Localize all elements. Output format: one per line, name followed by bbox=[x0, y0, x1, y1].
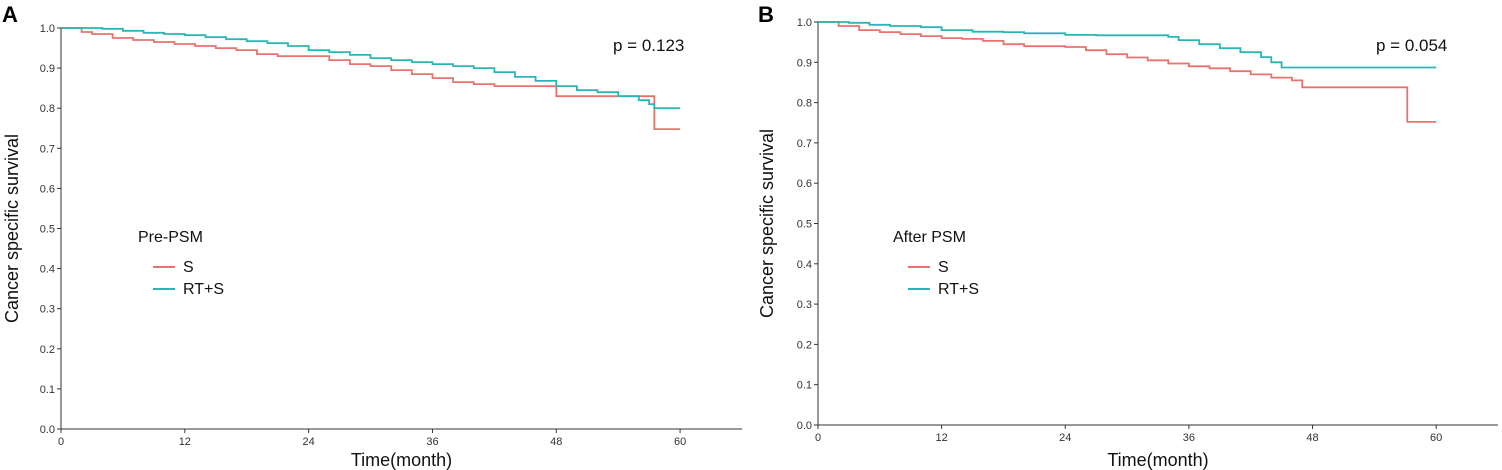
y-tick-label: 1.0 bbox=[797, 17, 812, 29]
y-tick-label: 0.1 bbox=[40, 384, 55, 396]
y-tick-label: 0.1 bbox=[797, 380, 812, 392]
y-tick-label: 0.9 bbox=[797, 57, 812, 69]
x-tick-label: 36 bbox=[426, 436, 438, 448]
y-axis-label: Cancer specific survival bbox=[2, 134, 22, 323]
x-tick-label: 48 bbox=[1306, 432, 1318, 444]
x-tick-label: 60 bbox=[1430, 432, 1442, 444]
y-tick-label: 0.2 bbox=[40, 344, 55, 356]
y-tick-label: 0.5 bbox=[797, 219, 812, 231]
chart-panel-a: A 0.0 0.1 0.2 0.3 0.4 0.5 0.6 0.7 0.8 0.9 1.0 0 12 24 3… bbox=[2, 2, 742, 470]
y-tick-label: 0.4 bbox=[797, 259, 812, 271]
survival-curve-rt-s bbox=[818, 21, 1437, 69]
survival-curve-rt-s bbox=[61, 27, 681, 110]
panel-label: A bbox=[2, 2, 18, 27]
y-tick-label: 0.8 bbox=[797, 98, 812, 110]
y-tick-label: 0.8 bbox=[40, 103, 55, 115]
legend-title: Pre-PSM bbox=[138, 229, 203, 246]
x-tick-label: 12 bbox=[179, 436, 191, 448]
panel-label: B bbox=[758, 2, 774, 27]
legend-entry-label: S bbox=[183, 259, 194, 276]
y-tick-label: 0.2 bbox=[797, 339, 812, 351]
survival-curve-s bbox=[61, 27, 681, 130]
y-tick-label: 0.5 bbox=[40, 224, 55, 236]
x-axis-label: Time(month) bbox=[351, 450, 452, 470]
y-tick-label: 0.7 bbox=[40, 143, 55, 155]
legend-title: After PSM bbox=[893, 229, 966, 246]
y-tick-label: 0.4 bbox=[40, 264, 55, 276]
x-axis-label: Time(month) bbox=[1107, 450, 1208, 470]
x-tick-label: 48 bbox=[550, 436, 562, 448]
x-tick-label: 36 bbox=[1183, 432, 1195, 444]
y-tick-label: 0.0 bbox=[797, 420, 812, 432]
y-tick-label: 0.3 bbox=[40, 304, 55, 316]
legend-entry-label: RT+S bbox=[938, 281, 979, 298]
p-value-annotation: p = 0.054 bbox=[1376, 36, 1447, 55]
x-tick-label: 0 bbox=[815, 432, 821, 444]
p-value-annotation: p = 0.123 bbox=[613, 36, 684, 55]
legend-entry-label: S bbox=[938, 259, 949, 276]
x-tick-label: 60 bbox=[674, 436, 686, 448]
legend: Pre-PSM S RT+S bbox=[138, 229, 224, 298]
y-tick-label: 1.0 bbox=[40, 23, 55, 35]
y-axis-label: Cancer specific survival bbox=[757, 129, 777, 318]
y-tick-label: 0.0 bbox=[40, 424, 55, 436]
x-tick-label: 0 bbox=[58, 436, 64, 448]
x-tick-label: 24 bbox=[1059, 432, 1071, 444]
legend-entry-label: RT+S bbox=[183, 281, 224, 298]
x-tick-label: 24 bbox=[303, 436, 315, 448]
y-tick-label: 0.3 bbox=[797, 299, 812, 311]
chart-panel-b: B 0.0 0.1 0.2 0.3 0.4 0.5 0.6 0.7 0.8 0.9 1.0 0 12 24 3… bbox=[757, 2, 1498, 470]
y-tick-label: 0.6 bbox=[797, 178, 812, 190]
x-tick-label: 12 bbox=[936, 432, 948, 444]
legend: After PSM S RT+S bbox=[893, 229, 979, 298]
y-tick-label: 0.7 bbox=[797, 138, 812, 150]
y-tick-label: 0.6 bbox=[40, 183, 55, 195]
y-tick-label: 0.9 bbox=[40, 63, 55, 75]
survival-curve-s bbox=[818, 21, 1437, 123]
